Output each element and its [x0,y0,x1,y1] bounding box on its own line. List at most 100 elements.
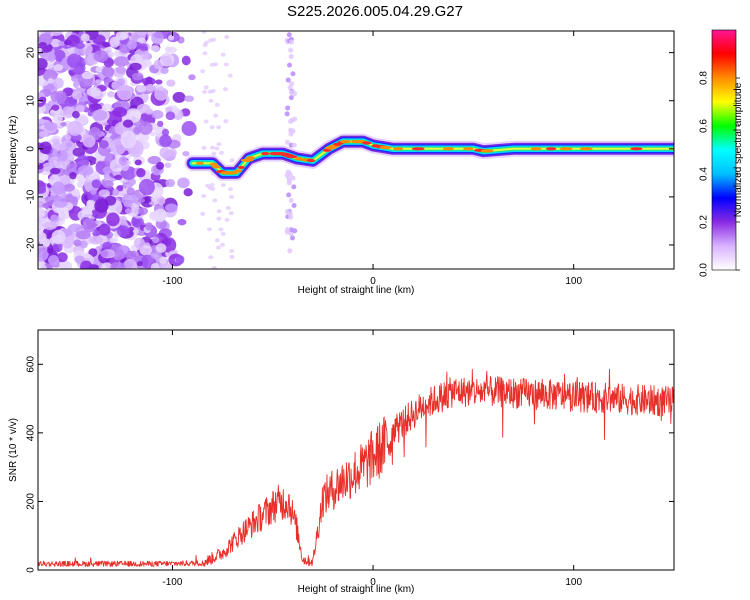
signal-hotspot [306,158,316,163]
noise-blob [201,194,207,199]
noise-blob [212,198,218,203]
noise-blob [120,130,137,149]
noise-blob [145,222,153,231]
noise-blob [118,156,128,166]
noise-blob [202,51,208,56]
noise-blob [129,62,142,71]
streak-blob [286,32,292,38]
streak-blob [289,89,295,95]
noise-blob [207,89,213,94]
signal-hotspot [322,148,332,152]
streak-blob [290,235,296,241]
noise-blob [58,144,68,151]
noise-blob [209,125,215,130]
streak-blob [288,197,294,203]
noise-blob [224,217,230,222]
noise-blob [223,87,229,92]
noise-blob [229,158,235,163]
signal-hotspot [261,152,270,156]
streak-blob [291,203,297,209]
noise-blob [58,150,69,162]
streak-blob [289,81,295,87]
noise-blob [220,182,226,187]
colorbar: 0.0 0.2 0.4 0.6 0.8 Normalized spectral ampl… [699,29,744,277]
noise-blob [112,107,128,118]
noise-blob [177,219,187,226]
snr-y-tick-label: 200 [26,493,37,510]
streak-blob [292,228,298,234]
noise-blob [229,249,235,254]
noise-blob [67,53,83,69]
noise-blob [155,79,163,85]
streak-blob [288,54,294,60]
noise-blob [220,242,226,247]
noise-blob [61,106,75,119]
streak-blob [287,248,293,254]
noise-blob [38,185,47,194]
noise-blob [208,98,214,103]
noise-blob [75,230,91,240]
noise-blob [54,90,67,104]
noise-blob [213,113,219,118]
streak-blob [288,39,294,45]
noise-blob [223,62,229,67]
snr-x-tick-label: 100 [565,577,582,588]
noise-blob [38,47,43,53]
spectrogram-y-tick-label: 20 [26,47,37,59]
noise-blob [102,241,113,250]
streak-blob [291,184,297,190]
noise-blob [49,108,64,117]
signal-hotspot [559,147,573,151]
noise-blob [74,255,85,264]
noise-blob [131,216,144,228]
noise-blob [80,260,93,269]
signal-hotspot [463,147,474,151]
noise-blob [114,174,123,181]
streak-blob [284,227,290,233]
noise-blob [223,119,229,124]
noise-blob [48,254,60,266]
noise-blob [216,216,222,221]
noise-blob [91,179,102,189]
colorbar-gradient [712,30,736,270]
streak-blob [288,131,294,137]
noise-blob [146,31,154,37]
noise-blob [88,235,103,245]
noise-blob [109,36,120,48]
noise-blob [38,244,49,262]
noise-blob [100,250,109,258]
noise-blob [94,130,102,136]
streak-blob [284,111,290,117]
snr-x-tick-label: 0 [370,577,376,588]
noise-blob [164,162,172,169]
signal-hotspot [234,169,243,173]
noise-blob [53,77,64,89]
signal-hotspot [480,149,494,153]
noise-blob [71,77,79,82]
noise-blob [82,134,96,148]
noise-blob [184,95,194,102]
noise-blob [140,59,152,68]
noise-blob [109,237,119,243]
noise-blob [101,262,113,269]
noise-blob [159,146,171,159]
snr-y-tick-label: 0 [26,567,37,573]
noise-blob [124,208,132,214]
snr-series-line [38,368,674,567]
noise-blob [136,84,147,93]
noise-blob [208,255,214,260]
noise-blob [101,66,115,77]
streak-blob [287,171,293,177]
noise-blob [102,103,112,111]
streak-blob [291,142,297,148]
noise-blob [38,131,48,138]
noise-blob [42,69,58,82]
noise-blob [131,72,144,81]
noise-blob [81,71,94,80]
noise-blob [168,34,175,41]
noise-blob [38,196,46,206]
noise-blob [136,168,146,178]
noise-blob [48,31,63,36]
